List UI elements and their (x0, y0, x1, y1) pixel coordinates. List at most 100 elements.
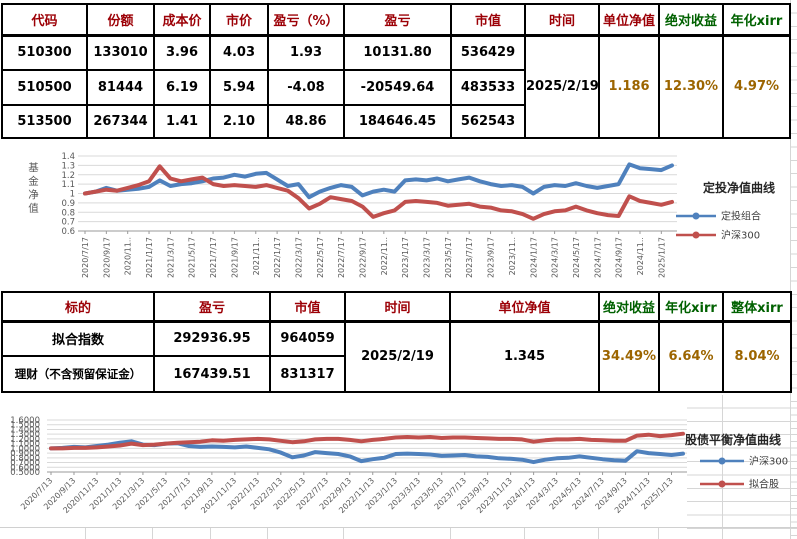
sheet-column-line (267, 528, 268, 539)
table-row: 510500 81444 6.19 5.94 -4.08 -20549.64 4… (1, 69, 790, 106)
header-cost-price[interactable]: 成本价 (153, 3, 211, 37)
svg-text:1.6000: 1.6000 (10, 416, 40, 426)
cell-price[interactable]: 5.94 (209, 69, 269, 106)
cell-cost[interactable]: 3.96 (153, 34, 211, 71)
cell-pnl-pct[interactable]: 48.86 (267, 104, 345, 139)
header-abs-return[interactable]: 绝对收益 (598, 291, 660, 323)
sheet-column-line (210, 528, 211, 539)
cell-mv[interactable]: 483533 (450, 69, 526, 106)
svg-text:0.9000: 0.9000 (10, 449, 40, 459)
cell-time-merged[interactable]: 2025/2/19 (524, 34, 600, 139)
svg-text:1: 1 (70, 190, 75, 200)
sheet-grid-bottom-strip (0, 527, 797, 539)
header-target[interactable]: 标的 (1, 291, 155, 323)
svg-text:定投组合: 定投组合 (721, 210, 761, 223)
header-unit-nav[interactable]: 单位净值 (449, 291, 600, 323)
header-market-value[interactable]: 市值 (269, 291, 346, 323)
svg-text:0.8: 0.8 (61, 208, 75, 218)
table-row: 拟合指数 292936.95 964059 2025/2/19 1.345 34… (1, 320, 792, 393)
header-pnl-pct[interactable]: 盈亏（%） (267, 3, 345, 37)
sheet-column-line (450, 528, 451, 539)
cell-mv[interactable]: 562543 (450, 104, 526, 139)
svg-text:0.9: 0.9 (61, 199, 75, 209)
cell-pnl[interactable]: 184646.45 (343, 104, 452, 139)
sheet-grid-right-sliver (790, 0, 797, 539)
header-market-price[interactable]: 市价 (209, 3, 269, 37)
header-market-value[interactable]: 市值 (450, 3, 526, 37)
cell-mv[interactable]: 831317 (269, 355, 346, 393)
svg-text:2023/11..: 2023/11.. (508, 237, 517, 275)
cell-xirr-merged[interactable]: 4.97% (722, 34, 791, 139)
header-time[interactable]: 时间 (344, 291, 451, 323)
header-pnl[interactable]: 盈亏 (153, 291, 271, 323)
sheet-grid-chart2-right (687, 395, 797, 539)
cell-pnl-pct[interactable]: -4.08 (267, 69, 345, 106)
cell-abs-return-merged[interactable]: 12.30% (658, 34, 724, 139)
svg-text:1.3: 1.3 (61, 161, 75, 171)
svg-text:2025/1/17: 2025/1/17 (657, 237, 666, 278)
svg-text:2022/5/17: 2022/5/17 (316, 237, 325, 278)
cell-code[interactable]: 510500 (1, 69, 88, 106)
cell-unit-nav-merged[interactable]: 1.345 (449, 320, 600, 393)
cell-code[interactable]: 510300 (1, 34, 88, 71)
header-xirr[interactable]: 年化xirr (658, 291, 724, 323)
stock-bond-balance-chart[interactable]: 1.60001.50001.40001.30001.20001.10001.00… (0, 395, 797, 539)
svg-text:2021/11..: 2021/11.. (252, 237, 261, 275)
svg-text:沪深300: 沪深300 (721, 229, 760, 242)
header-overall-xirr[interactable]: 整体xirr (722, 291, 792, 323)
header-unit-nav[interactable]: 单位净值 (598, 3, 660, 37)
svg-text:2020/11..: 2020/11.. (124, 237, 133, 275)
svg-text:0.8000: 0.8000 (10, 454, 40, 464)
cell-price[interactable]: 4.03 (209, 34, 269, 71)
cell-target[interactable]: 拟合指数 (1, 320, 155, 357)
svg-text:2021/3/17: 2021/3/17 (166, 237, 175, 278)
cell-price[interactable]: 2.10 (209, 104, 269, 139)
sheet-column-line (152, 528, 153, 539)
cell-overall-xirr-merged[interactable]: 8.04% (722, 320, 792, 393)
table-row: 理财（不含预留保证金） 167439.51 831317 (1, 355, 791, 393)
header-shares[interactable]: 份额 (86, 3, 155, 37)
cell-pnl[interactable]: 292936.95 (153, 320, 271, 357)
header-xirr[interactable]: 年化xirr (722, 3, 791, 37)
svg-text:2022/1/17: 2022/1/17 (273, 237, 282, 278)
svg-text:1.2: 1.2 (61, 171, 75, 181)
svg-text:1.2000: 1.2000 (10, 435, 40, 445)
nav-curve-chart[interactable]: 1.41.31.21.110.90.80.70.6 2020/7/17 2020/9… (0, 140, 797, 288)
cell-shares[interactable]: 81444 (86, 69, 155, 106)
cell-unit-nav-merged[interactable]: 1.186 (598, 34, 660, 139)
cell-pnl[interactable]: 10131.80 (343, 34, 452, 71)
header-pnl[interactable]: 盈亏 (343, 3, 452, 37)
cell-target[interactable]: 理财（不含预留保证金） (1, 355, 155, 393)
header-code[interactable]: 代码 (1, 3, 88, 37)
svg-text:1.0000: 1.0000 (10, 444, 40, 454)
svg-text:2023/7/17: 2023/7/17 (465, 237, 474, 278)
svg-text:2021/7/17: 2021/7/17 (209, 237, 218, 278)
svg-text:2023/9/17: 2023/9/17 (487, 237, 496, 278)
cell-code[interactable]: 513500 (1, 104, 88, 139)
cell-cost[interactable]: 6.19 (153, 69, 211, 106)
cell-pnl-pct[interactable]: 1.93 (267, 34, 345, 71)
positions-table: 代码 份额 成本价 市价 盈亏（%） 盈亏 市值 时间 单位净值 绝对收益 年化… (1, 3, 791, 139)
svg-text:2021/1/17: 2021/1/17 (145, 237, 154, 278)
svg-text:2024/11..: 2024/11.. (636, 237, 645, 275)
header-abs-return[interactable]: 绝对收益 (658, 3, 724, 37)
cell-pnl[interactable]: 167439.51 (153, 355, 271, 393)
header-time[interactable]: 时间 (524, 3, 600, 37)
svg-text:2021/9/17: 2021/9/17 (230, 237, 239, 278)
cell-shares[interactable]: 267344 (86, 104, 155, 139)
svg-text:沪深300: 沪深300 (749, 455, 788, 468)
cell-xirr-merged[interactable]: 6.64% (658, 320, 724, 393)
cell-abs-return-merged[interactable]: 34.49% (598, 320, 660, 393)
cell-mv[interactable]: 964059 (269, 320, 346, 357)
svg-text:2024/7/17: 2024/7/17 (593, 237, 602, 278)
svg-text:2024/3/17: 2024/3/17 (551, 237, 560, 278)
cell-pnl[interactable]: -20549.64 (343, 69, 452, 106)
cell-shares[interactable]: 133010 (86, 34, 155, 71)
cell-time-merged[interactable]: 2025/2/19 (344, 320, 451, 393)
cell-mv[interactable]: 536429 (450, 34, 526, 71)
sheet-column-line (722, 395, 723, 539)
cell-cost[interactable]: 1.41 (153, 104, 211, 139)
svg-text:2022/11..: 2022/11.. (380, 237, 389, 275)
svg-text:2024/9/17: 2024/9/17 (615, 237, 624, 278)
